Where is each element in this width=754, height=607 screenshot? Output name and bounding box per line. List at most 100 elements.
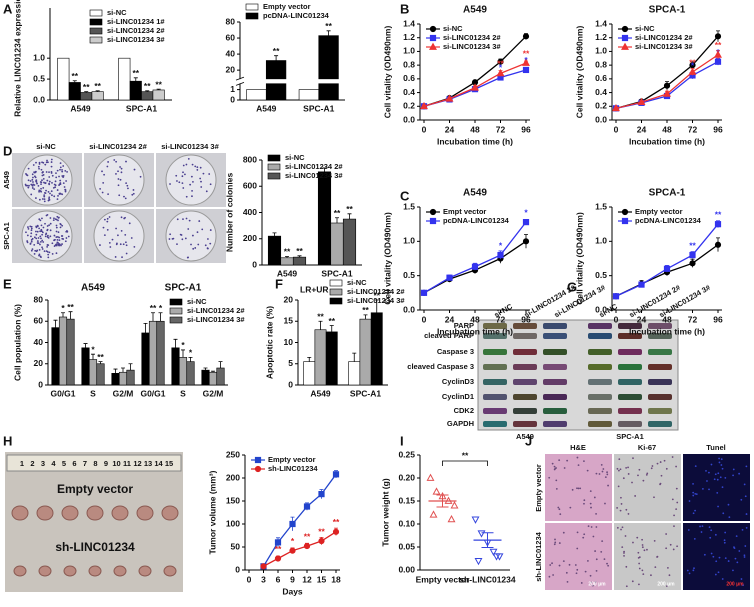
colony bbox=[207, 247, 209, 250]
bar bbox=[342, 218, 357, 266]
colony bbox=[48, 171, 50, 174]
cell-nucleus bbox=[687, 529, 690, 531]
x-tick-label: SPC-A1 bbox=[126, 103, 157, 113]
cell-nucleus bbox=[562, 531, 565, 534]
bar bbox=[141, 332, 150, 386]
colony bbox=[29, 180, 32, 182]
cell-nucleus bbox=[604, 476, 607, 478]
cell-nucleus bbox=[666, 585, 668, 588]
error-bar bbox=[68, 311, 73, 320]
bar bbox=[88, 359, 98, 386]
colony bbox=[120, 216, 123, 219]
colony bbox=[56, 198, 59, 201]
axis-break-mark bbox=[235, 76, 245, 86]
significance: ** bbox=[317, 312, 324, 322]
cell-nucleus bbox=[606, 562, 608, 565]
colony bbox=[50, 190, 53, 193]
y-tick-label: 5 bbox=[288, 358, 293, 368]
colony bbox=[65, 237, 68, 239]
colony bbox=[38, 254, 40, 257]
colony bbox=[35, 180, 37, 182]
colony bbox=[60, 244, 62, 247]
colony bbox=[59, 166, 62, 169]
cell-nucleus bbox=[692, 482, 694, 485]
colony bbox=[64, 190, 67, 193]
y-tick-label: 0.2 bbox=[403, 101, 415, 111]
cell-nucleus bbox=[620, 528, 622, 531]
cell-nucleus bbox=[714, 473, 717, 476]
blot-band bbox=[543, 421, 567, 427]
colony bbox=[54, 244, 57, 247]
cell-nucleus bbox=[548, 575, 551, 578]
cell-nucleus bbox=[577, 464, 580, 467]
colony bbox=[122, 243, 125, 246]
error-bar bbox=[218, 361, 223, 368]
cell-nucleus bbox=[632, 541, 634, 544]
cell-nucleus bbox=[654, 566, 657, 569]
colony bbox=[45, 171, 48, 173]
colony bbox=[51, 181, 53, 184]
bar bbox=[201, 369, 210, 386]
legend-swatch bbox=[89, 36, 103, 44]
colony bbox=[106, 165, 109, 168]
cell-nucleus bbox=[709, 536, 712, 539]
cell-nucleus bbox=[646, 548, 648, 551]
colony bbox=[131, 193, 134, 196]
bar bbox=[148, 320, 158, 386]
blot-band bbox=[588, 349, 612, 355]
colony bbox=[169, 183, 171, 185]
colony bbox=[46, 234, 49, 237]
cell-nucleus bbox=[700, 531, 703, 533]
x-tick-label: 24 bbox=[445, 124, 455, 134]
colony bbox=[65, 180, 68, 182]
colony bbox=[189, 183, 192, 186]
colony bbox=[46, 179, 49, 182]
point bbox=[496, 68, 505, 77]
cell-nucleus bbox=[557, 506, 560, 509]
cell-nucleus bbox=[675, 508, 678, 511]
x-tick-label: 96 bbox=[713, 124, 723, 134]
y-tick-label: 200 bbox=[226, 472, 240, 482]
colony bbox=[51, 194, 53, 197]
cell-nucleus bbox=[565, 571, 568, 574]
y-tick-label: 0 bbox=[288, 379, 293, 389]
y-tick-label: 0.0 bbox=[33, 94, 45, 104]
colony bbox=[55, 172, 57, 175]
legend-label: pcDNA-LINC01234 bbox=[263, 11, 330, 20]
panel-label: A bbox=[3, 1, 13, 16]
colony bbox=[209, 229, 212, 231]
legend-swatch bbox=[169, 298, 183, 306]
cell-nucleus bbox=[625, 565, 628, 568]
cell-nucleus bbox=[663, 459, 666, 462]
colony bbox=[107, 161, 110, 163]
colony bbox=[38, 189, 41, 192]
y-tick-label: 20 bbox=[284, 294, 294, 304]
x-tick-label: 18 bbox=[331, 574, 341, 584]
cell-nucleus bbox=[637, 551, 640, 554]
cell-nucleus bbox=[692, 494, 695, 497]
colony bbox=[66, 170, 68, 173]
colony bbox=[35, 250, 38, 253]
blot-band bbox=[588, 364, 612, 370]
y-tick-label: 0.5 bbox=[403, 270, 415, 280]
y-axis-label: Tumor volume (mm³) bbox=[207, 470, 217, 554]
bar bbox=[80, 92, 93, 101]
cell-nucleus bbox=[553, 468, 556, 471]
cell-nucleus bbox=[744, 495, 747, 498]
ruler-number: 7 bbox=[83, 459, 87, 468]
error-bar bbox=[335, 217, 339, 223]
colony bbox=[30, 249, 33, 252]
x-tick-label: G2/M bbox=[113, 388, 134, 398]
cell-nucleus bbox=[566, 580, 569, 583]
y-tick-label: 0.8 bbox=[403, 59, 415, 69]
panel-label: F bbox=[275, 276, 283, 291]
point bbox=[522, 58, 530, 66]
blot-band bbox=[513, 408, 537, 414]
cell-nucleus bbox=[721, 467, 724, 470]
point bbox=[489, 548, 498, 557]
cell-nucleus bbox=[718, 556, 721, 559]
colony bbox=[102, 226, 105, 229]
protein-label: PARP bbox=[454, 321, 474, 330]
colony bbox=[115, 227, 117, 230]
blot-band bbox=[648, 421, 672, 427]
